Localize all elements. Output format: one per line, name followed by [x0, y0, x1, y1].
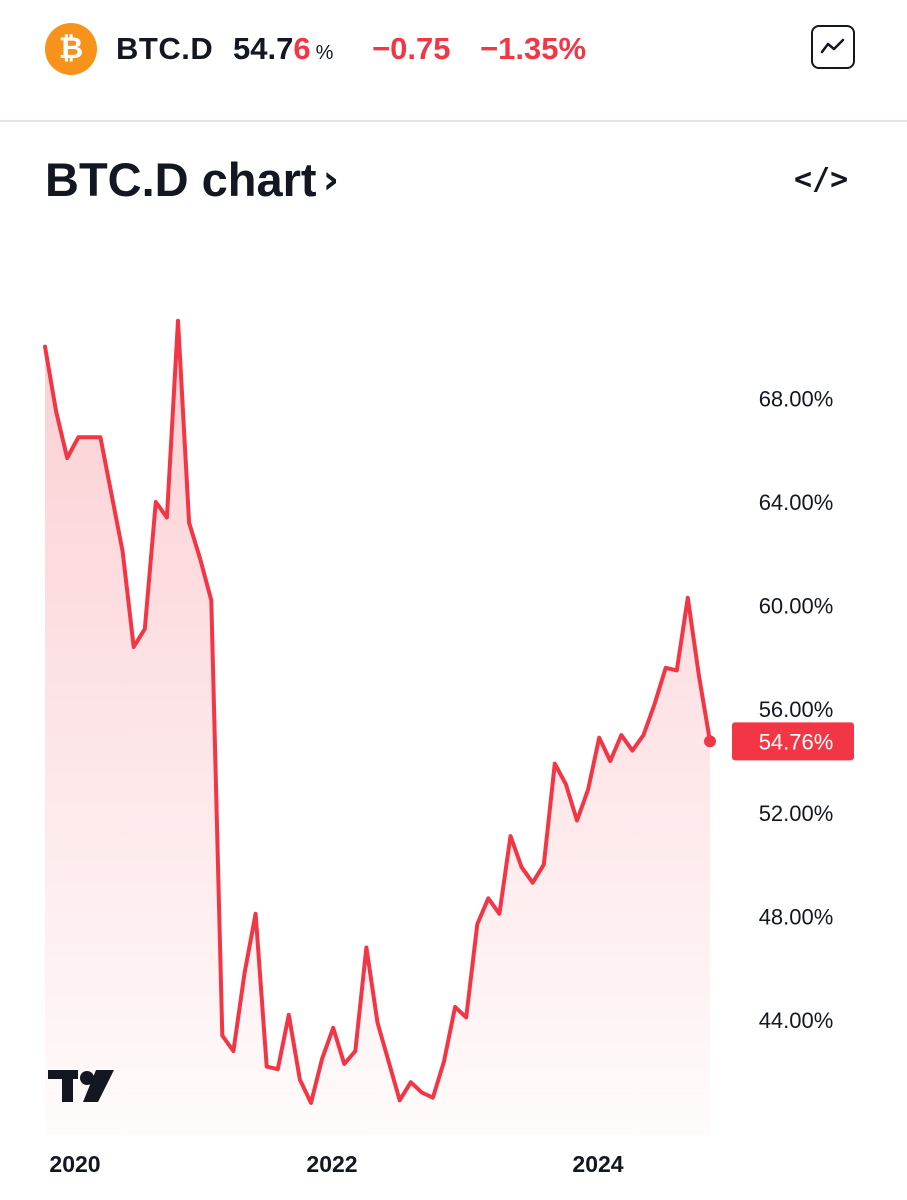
x-tick-label: 2020	[49, 1151, 100, 1177]
last-value-dot	[704, 735, 716, 748]
x-tick-label: 2024	[572, 1151, 623, 1177]
x-axis: 2020 2022 2024	[49, 1151, 623, 1177]
y-tick-label: 48.00%	[759, 904, 834, 929]
symbol-header: ₿ BTC.D 54.76% −0.75 −1.35%	[0, 0, 907, 120]
x-tick-label: 2022	[306, 1151, 357, 1177]
y-tick-label: 60.00%	[759, 594, 834, 619]
price-value: 54.76%	[233, 31, 333, 67]
chart-title-link[interactable]: BTC.D chart ›	[45, 152, 339, 207]
price-change-percent: −1.35%	[480, 31, 587, 66]
price-change: −0.75	[372, 31, 451, 66]
price-main: 54.7	[233, 31, 294, 66]
line-chart-glyph	[820, 38, 845, 54]
y-axis: 44.00% 48.00% 52.00% 56.00% 60.00% 64.00% 68.0…	[759, 386, 834, 1033]
price-last-digit: 6	[293, 31, 311, 66]
y-tick-label: 68.00%	[759, 386, 834, 411]
y-tick-label: 56.00%	[759, 697, 834, 722]
header-divider	[0, 120, 907, 122]
price-unit: %	[315, 42, 334, 64]
series-area-fill	[45, 320, 710, 1135]
y-tick-label: 64.00%	[759, 490, 834, 515]
chart-title: BTC.D chart	[45, 153, 317, 206]
code-icon[interactable]: </>	[794, 162, 849, 197]
y-tick-label: 44.00%	[759, 1008, 834, 1033]
last-value-text: 54.76%	[759, 729, 834, 754]
symbol-name[interactable]: BTC.D	[116, 31, 214, 66]
line-chart-icon[interactable]	[811, 25, 855, 69]
series-line	[43, 318, 712, 1105]
y-tick-label: 52.00%	[759, 801, 834, 826]
last-value-label	[732, 722, 854, 761]
bitcoin-icon: ₿	[45, 23, 97, 75]
tradingview-logo	[48, 1070, 114, 1102]
chevron-right-icon: ›	[322, 157, 340, 203]
